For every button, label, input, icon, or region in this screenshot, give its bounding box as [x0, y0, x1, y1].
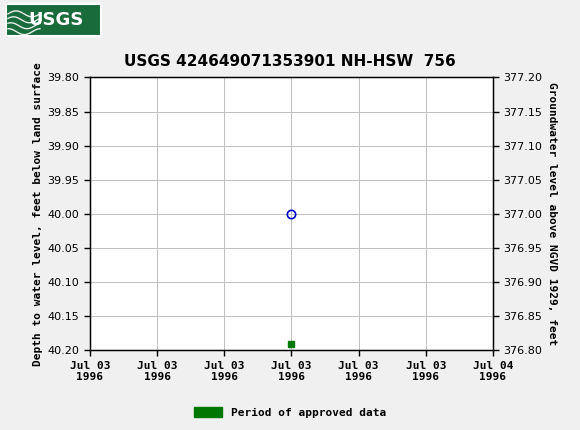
- Y-axis label: Groundwater level above NGVD 1929, feet: Groundwater level above NGVD 1929, feet: [546, 82, 557, 346]
- Text: USGS: USGS: [28, 11, 84, 29]
- Text: USGS 424649071353901 NH-HSW  756: USGS 424649071353901 NH-HSW 756: [124, 54, 456, 69]
- Y-axis label: Depth to water level, feet below land surface: Depth to water level, feet below land su…: [34, 62, 44, 366]
- FancyBboxPatch shape: [6, 4, 101, 36]
- Legend: Period of approved data: Period of approved data: [190, 403, 390, 422]
